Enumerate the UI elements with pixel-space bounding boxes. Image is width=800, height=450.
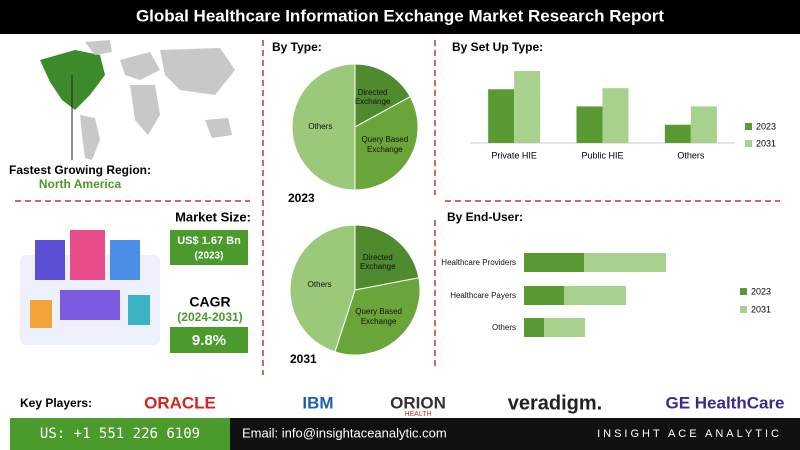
pie-slice	[354, 95, 419, 191]
cagr-value: 9.8%	[192, 332, 226, 349]
market-size-label: Market Size:	[175, 209, 251, 224]
x-tick-label: Public HIE	[581, 150, 623, 160]
legend-label: 2023	[751, 286, 771, 296]
region-label: Fastest Growing Region:	[9, 163, 151, 177]
chart-subtitle: 2023	[288, 191, 315, 205]
logo: ORACLE	[144, 393, 216, 412]
y-tick-label-box: Healthcare Providers	[441, 257, 516, 267]
bar	[576, 106, 603, 143]
chart-title: By End-User:	[447, 210, 523, 224]
title: Global Healthcare Information Exchange M…	[136, 6, 664, 25]
slice-label-box: Directed Exchange	[359, 252, 396, 272]
slice-label-box: Directed Exchange	[354, 87, 391, 107]
legend-swatch	[740, 306, 747, 313]
logo-sub: HEALTH	[404, 411, 431, 418]
y-tick-label-box: Healthcare Payers	[450, 290, 516, 300]
slice-label: Query Based Exchange	[361, 135, 409, 154]
slice-label-box: Query Based Exchange	[355, 307, 402, 326]
phone: US: +1 551 226 6109	[40, 426, 200, 442]
region-value: North America	[39, 177, 122, 191]
slice-label: Directed Exchange	[359, 252, 396, 272]
bar	[514, 71, 541, 143]
x-tick-label: Others	[677, 150, 705, 160]
dividers	[15, 40, 780, 375]
logo: GE HealthCare	[665, 393, 784, 412]
pie-slice	[291, 63, 356, 191]
legend-swatch	[745, 140, 752, 147]
brand: INSIGHT ACE ANALYTIC	[597, 428, 782, 440]
legend-swatch	[740, 288, 747, 295]
bar-segment	[564, 286, 626, 305]
slice-label: Query Based Exchange	[355, 307, 402, 326]
y-tick-label: Healthcare Payers	[450, 290, 516, 300]
market-size-value: US$ 1.67 Bn	[177, 235, 241, 247]
pie-slice	[354, 224, 420, 291]
market-size-box	[170, 230, 248, 265]
cagr-period: (2024-2031)	[177, 310, 242, 324]
cagr-box	[170, 327, 248, 353]
logo: ORION	[390, 393, 446, 412]
chart-title: By Type:	[272, 40, 322, 54]
world-map	[40, 40, 235, 160]
bar-segment	[524, 253, 584, 272]
bar-segment	[544, 318, 585, 337]
market-size-year: (2023)	[195, 251, 224, 262]
bar	[690, 106, 717, 143]
bar-segment	[584, 253, 666, 272]
key-players-label: Key Players:	[20, 396, 92, 410]
y-tick-label: Healthcare Providers	[441, 257, 516, 267]
chart-subtitle: 2031	[290, 352, 317, 366]
cagr-label: CAGR	[189, 294, 230, 310]
pie-slice	[289, 224, 356, 353]
slice-label-box: Others	[307, 279, 332, 289]
chart-title: By Set Up Type:	[452, 40, 543, 54]
legend-label: 2031	[756, 138, 776, 148]
slice-label-box: Query Based Exchange	[361, 135, 409, 154]
pie-slice	[354, 63, 411, 128]
slice-label: Others	[308, 122, 333, 132]
bar-segment	[524, 286, 564, 305]
x-tick-label: Private HIE	[491, 150, 537, 160]
y-tick-label-box: Others	[491, 322, 516, 332]
slice-label: Directed Exchange	[354, 87, 391, 107]
phone-box	[10, 418, 230, 450]
bar	[664, 124, 691, 143]
bar	[602, 88, 629, 143]
legend-label: 2023	[756, 121, 776, 131]
pie-slice	[334, 277, 421, 356]
logo: veradigm.	[508, 392, 602, 414]
slice-label-box: Others	[308, 122, 333, 132]
email: Email: info@insightaceanalytic.com	[242, 425, 447, 440]
logo: IBM	[302, 393, 333, 412]
title-bar	[0, 0, 800, 34]
bar-segment	[524, 318, 544, 337]
illustration	[20, 230, 160, 345]
footer-bar	[230, 418, 800, 450]
slice-label: Others	[307, 279, 332, 289]
legend-swatch	[745, 123, 752, 130]
legend-label: 2031	[751, 304, 771, 314]
bar	[488, 89, 515, 143]
y-tick-label: Others	[491, 322, 516, 332]
